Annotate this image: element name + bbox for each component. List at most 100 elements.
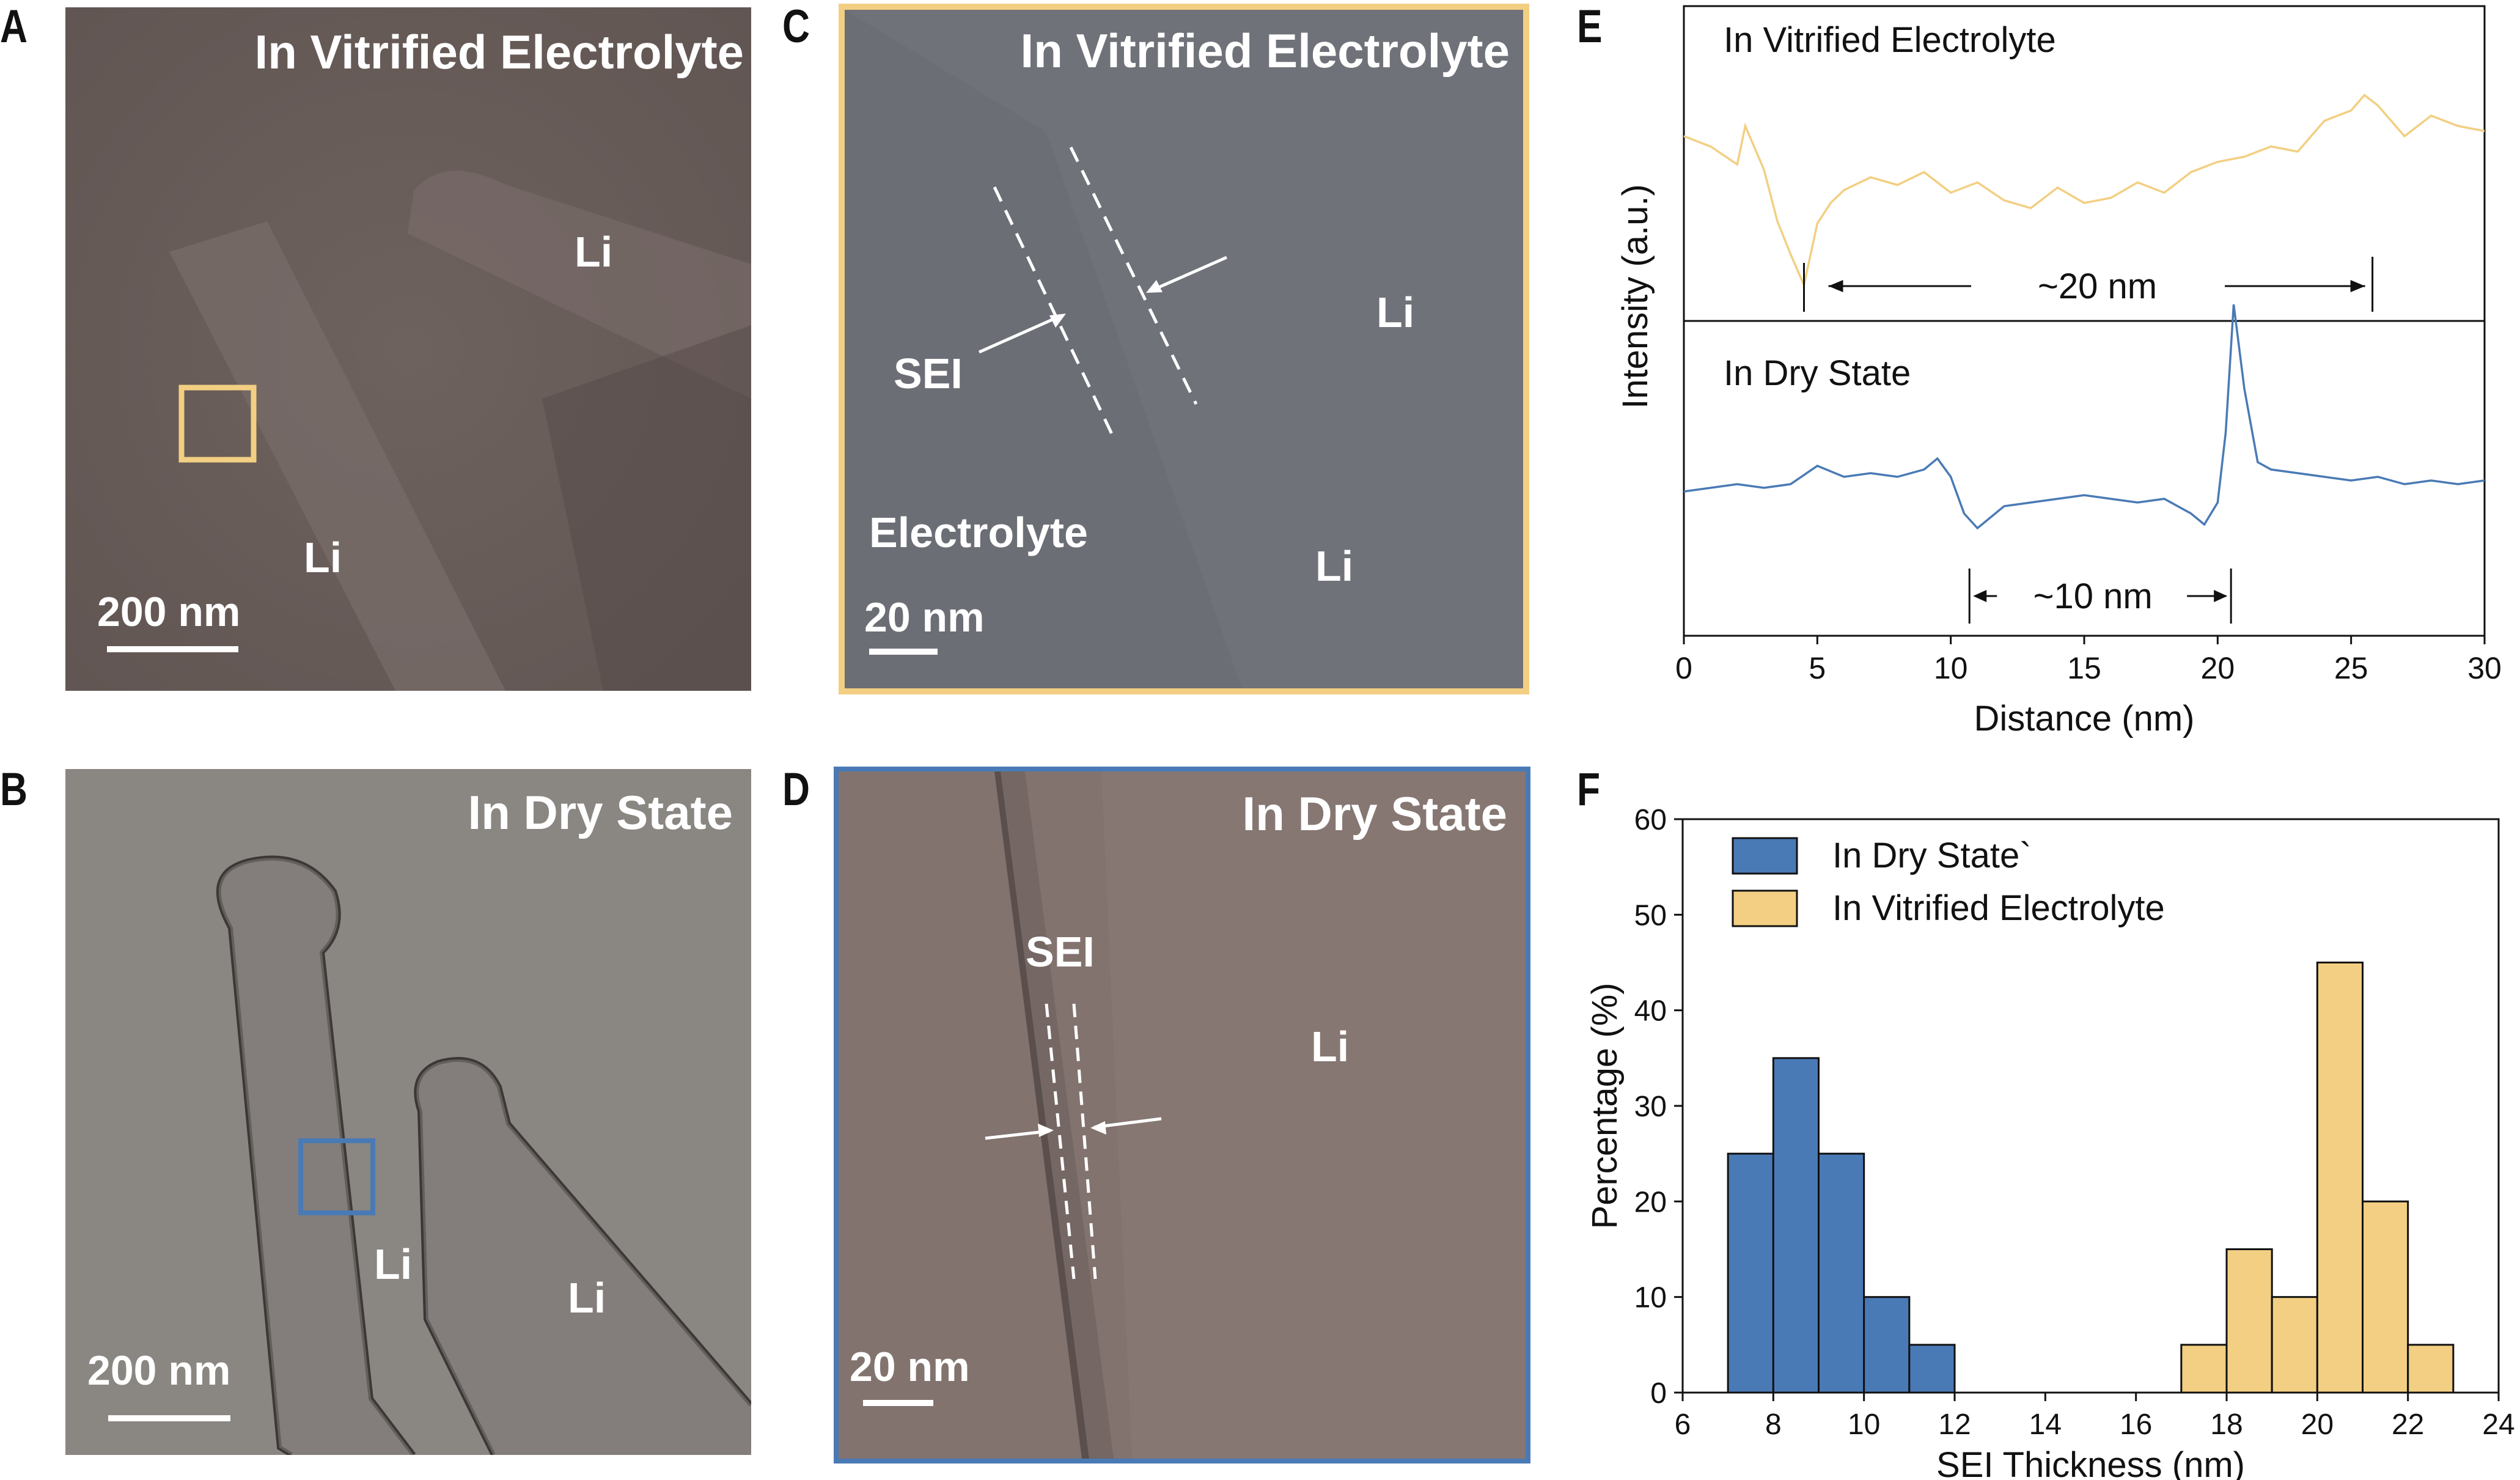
y-axis-label: Intensity (a.u.): [1615, 184, 1655, 408]
panel-c-shapes: [845, 10, 1523, 688]
bar-vitrified: [2316, 962, 2364, 1394]
panel-label-d: D: [782, 764, 810, 815]
x-tick-label: 6: [1675, 1408, 1691, 1441]
legend-swatch: [1732, 837, 1798, 875]
y-tick-label: 0: [1650, 1377, 1667, 1410]
li-rod-left: [169, 221, 505, 691]
y-tick-label: 20: [1634, 1186, 1667, 1218]
panel-label-c: C: [782, 1, 810, 53]
x-tick-label: 12: [1938, 1408, 1971, 1441]
panel-d-label-li: Li: [1311, 1023, 1350, 1070]
panel-label-a: A: [0, 1, 28, 53]
bar-vitrified: [2225, 1248, 2273, 1394]
y-tick-label: 10: [1634, 1282, 1667, 1314]
panel-a-title: In Vitrified Electrolyte: [254, 25, 744, 79]
panel-label-f: F: [1577, 764, 1601, 815]
y-tick-label: 50: [1634, 899, 1667, 932]
annotation-arrowhead-left: [1828, 280, 1843, 292]
panel-a-label-li-lower: Li: [304, 534, 342, 581]
panel-d-scalebar: [863, 1400, 933, 1406]
annotation-label-dry: ~10 nm: [2033, 576, 2153, 616]
sei-boundary-2: [1072, 1003, 1097, 1279]
x-tick-label: 20: [2201, 651, 2235, 685]
x-tick-label: 16: [2120, 1408, 2152, 1441]
legend-label: In Dry State`: [1832, 836, 2032, 875]
panel-b-scalebar: [108, 1415, 230, 1421]
x-axis-label: Distance (nm): [1974, 699, 2195, 738]
sei-boundary-1: [1045, 1003, 1076, 1279]
panel-b-label-li-left: Li: [374, 1240, 413, 1288]
x-tick-label: 14: [2029, 1408, 2062, 1441]
y-axis-label: Percentage (%): [1585, 983, 1625, 1229]
x-tick-label: 10: [1848, 1408, 1880, 1441]
li-rod-b1: [218, 858, 414, 1455]
x-tick-label: 8: [1765, 1408, 1782, 1441]
series-line-vitrified: [1683, 94, 2485, 289]
annotation-arrowhead-right: [2214, 590, 2228, 602]
bar-vitrified: [2271, 1296, 2318, 1394]
panel-d-micrograph: In Dry State SEI Li 20 nm: [834, 767, 1530, 1463]
x-tick-label: 10: [1934, 651, 1968, 685]
x-tick-label: 25: [2334, 651, 2368, 685]
panel-b-shapes: [65, 769, 751, 1455]
panel-b-micrograph: In Dry State Li Li 200 nm: [65, 769, 751, 1455]
panel-b-title: In Dry State: [468, 786, 733, 839]
region-box: [298, 1138, 375, 1215]
series-label-dry: In Dry State: [1724, 353, 1911, 393]
panel-d-shapes: [839, 771, 1526, 1459]
sei-boundary-1: [993, 186, 1115, 439]
y-tick-label: 40: [1634, 995, 1667, 1028]
panel-c-title: In Vitrified Electrolyte: [1020, 24, 1510, 78]
panel-c-label-sei: SEI: [894, 350, 963, 397]
x-tick-label: 30: [2467, 651, 2502, 685]
panel-c-label-li-lower: Li: [1315, 542, 1354, 590]
x-tick-label: 15: [2067, 651, 2101, 685]
x-tick-label: 0: [1675, 651, 1692, 685]
y-tick-label: 60: [1634, 804, 1667, 836]
arrow-left: [978, 314, 1063, 354]
bar-dry: [1818, 1152, 1865, 1394]
sei-boundary-2: [1069, 146, 1198, 405]
panel-c-label-li-upper: Li: [1376, 289, 1415, 336]
panel-d-title: In Dry State: [1242, 787, 1507, 841]
bar-dry: [1908, 1344, 1956, 1394]
annotation-label-vitrified: ~20 nm: [2038, 267, 2157, 306]
annotation-arrowhead-left: [1973, 590, 1987, 602]
panel-label-b: B: [0, 764, 28, 815]
panel-b-scalebar-label: 200 nm: [87, 1347, 231, 1394]
x-tick-label: 24: [2482, 1408, 2514, 1441]
y-tick-label: 30: [1634, 1091, 1667, 1123]
arrow-right: [1149, 256, 1228, 293]
panel-c-micrograph: In Vitrified Electrolyte SEI Li Electrol…: [839, 4, 1529, 694]
panel-a-shapes: [65, 7, 751, 691]
x-tick-label: 18: [2210, 1408, 2243, 1441]
panel-a-scalebar-label: 200 nm: [97, 589, 241, 635]
legend-swatch: [1732, 889, 1798, 927]
annotation-arrowhead-right: [2350, 280, 2365, 292]
li-rod-b2: [416, 1059, 751, 1455]
x-tick-label: 5: [1809, 651, 1826, 685]
series-label-vitrified: In Vitrified Electrolyte: [1724, 20, 2056, 60]
panel-b-label-li-right: Li: [568, 1274, 606, 1322]
bar-dry: [1727, 1152, 1774, 1394]
panel-a-label-li-upper: Li: [575, 228, 613, 276]
panel-c-scalebar: [869, 649, 938, 655]
panel-c-scalebar-label: 20 nm: [864, 594, 985, 641]
x-axis-label: SEI Thickness (nm): [1936, 1445, 2245, 1480]
region-box: [178, 385, 257, 463]
panel-label-e: E: [1577, 1, 1603, 53]
series-line-dry: [1683, 304, 2485, 530]
panel-a-micrograph: In Vitrified Electrolyte Li Li 200 nm: [65, 7, 751, 691]
panel-d-scalebar-label: 20 nm: [850, 1344, 970, 1390]
bar-dry: [1863, 1296, 1911, 1394]
bar-vitrified: [2362, 1200, 2409, 1394]
panel-d-label-sei: SEI: [1026, 928, 1095, 976]
bar-vitrified: [2407, 1344, 2455, 1394]
dark-region: [542, 325, 751, 691]
panel-a-scalebar: [107, 646, 238, 652]
li-rod-right: [408, 171, 751, 399]
bar-dry: [1772, 1057, 1820, 1394]
panel-c-label-electrolyte: Electrolyte: [869, 509, 1088, 556]
x-tick-label: 22: [2392, 1408, 2424, 1441]
panel-f-chart: 6 8 10 12 14 16 18 20 22 24 0 10 20 30 40 50 60 SEI Thick…: [1585, 804, 2515, 1480]
